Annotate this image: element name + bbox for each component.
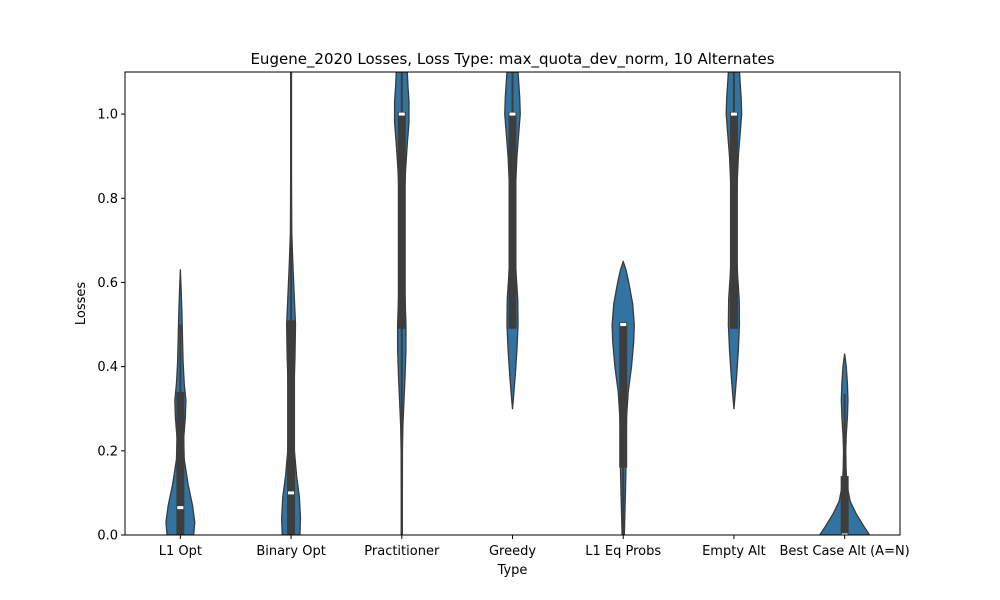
y-tick-label: 1.0 [97,108,118,123]
violin-box [729,111,738,329]
violin-median [509,112,516,116]
violin-median [730,112,737,116]
violin-box [840,476,849,535]
x-tick-label: L1 Eq Probs [585,544,661,559]
y-tick-label: 0.6 [97,276,118,291]
violin-box [619,322,628,468]
x-tick-label: Greedy [489,544,536,559]
y-axis-ticks: 0.0 0.2 0.4 0.6 0.8 1.0 [97,108,125,544]
chart-title: Eugene_2020 Losses, Loss Type: max_quota… [250,50,774,69]
violin-median [841,533,848,535]
y-tick-label: 0.4 [97,360,118,375]
violin-median [620,323,627,327]
y-tick-label: 0.0 [97,529,118,544]
y-tick-label: 0.2 [97,444,118,459]
violin-group [165,72,871,535]
x-axis-ticks: L1 Opt Binary Opt Practitioner Greedy L1 Eq … [159,535,910,559]
x-tick-label: Binary Opt [256,544,326,559]
violin-median [288,491,295,495]
x-tick-label: Empty Alt [702,544,766,559]
x-tick-label: Practitioner [364,544,440,559]
plot-frame [124,71,901,536]
x-axis-label: Type [497,563,528,578]
x-tick-label: Best Case Alt (A=N) [780,544,910,559]
violin-box [508,111,517,329]
violin-box [176,391,185,535]
y-axis-label: Losses [74,282,89,326]
y-tick-label: 0.8 [97,192,118,207]
violin-box [287,320,296,535]
violin-box [397,111,406,329]
x-tick-label: L1 Opt [159,544,202,559]
violin-median [177,506,184,510]
violin-median [398,112,405,116]
